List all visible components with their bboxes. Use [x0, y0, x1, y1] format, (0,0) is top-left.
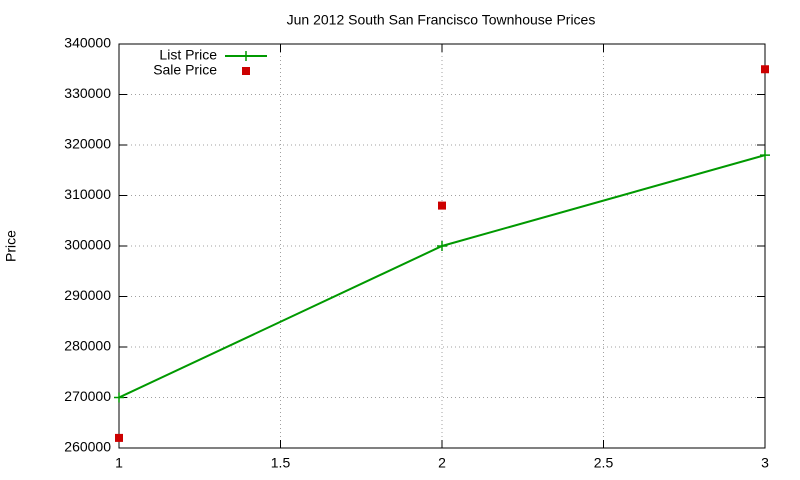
y-tick-label: 310000 [64, 186, 111, 202]
y-tick-label: 290000 [64, 287, 111, 303]
chart-title: Jun 2012 South San Francisco Townhouse P… [287, 12, 596, 28]
y-tick-label: 300000 [64, 237, 111, 253]
point [438, 201, 446, 210]
y-tick-label: 340000 [64, 35, 111, 51]
point [437, 241, 447, 251]
x-tick-label: 1 [115, 455, 123, 471]
plot-border [118, 43, 766, 449]
y-tick-label: 270000 [64, 388, 111, 404]
legend-label: Sale Price [153, 62, 217, 78]
y-tick-label: 260000 [64, 439, 111, 455]
x-tick-label: 3 [761, 455, 769, 471]
point [115, 433, 123, 442]
x-tick-label: 2.5 [594, 455, 614, 471]
y-tick-label: 280000 [64, 338, 111, 354]
legend-marker [242, 67, 250, 75]
y-axis-label: Price [3, 230, 19, 262]
point [760, 150, 770, 161]
point [114, 392, 124, 403]
legend-marker [241, 51, 251, 61]
legend-label: List Price [159, 47, 217, 63]
x-tick-label: 2 [438, 455, 446, 471]
point [761, 65, 769, 74]
x-tick-label: 1.5 [271, 455, 291, 471]
y-tick-label: 330000 [64, 85, 111, 101]
y-tick-label: 320000 [64, 136, 111, 152]
